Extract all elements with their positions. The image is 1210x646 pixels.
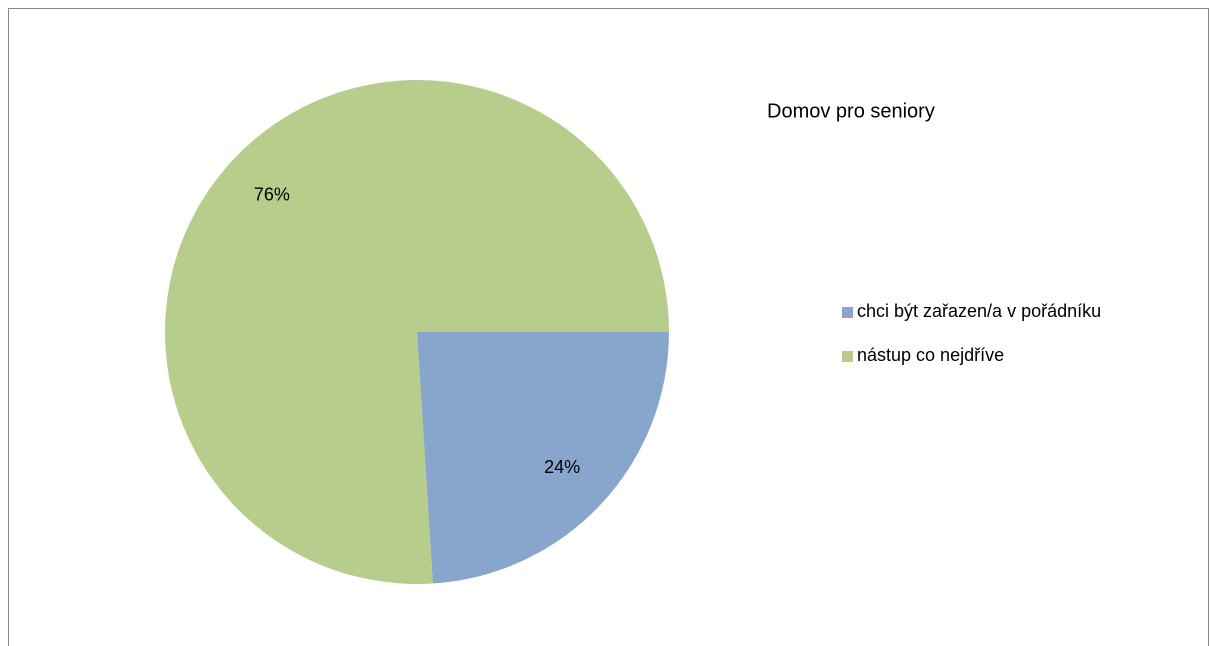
legend-swatch <box>842 351 853 362</box>
slice-label: 76% <box>254 184 290 204</box>
pie-slice <box>417 332 669 584</box>
chart-frame <box>8 8 1209 646</box>
slice-label: 24% <box>544 457 580 477</box>
chart-title: Domov pro seniory <box>767 100 935 122</box>
legend-label: nástup co nejdříve <box>857 345 1004 365</box>
legend-label: chci být zařazen/a v pořádníku <box>857 301 1101 321</box>
legend-swatch <box>842 307 853 318</box>
pie-slice <box>165 80 670 585</box>
